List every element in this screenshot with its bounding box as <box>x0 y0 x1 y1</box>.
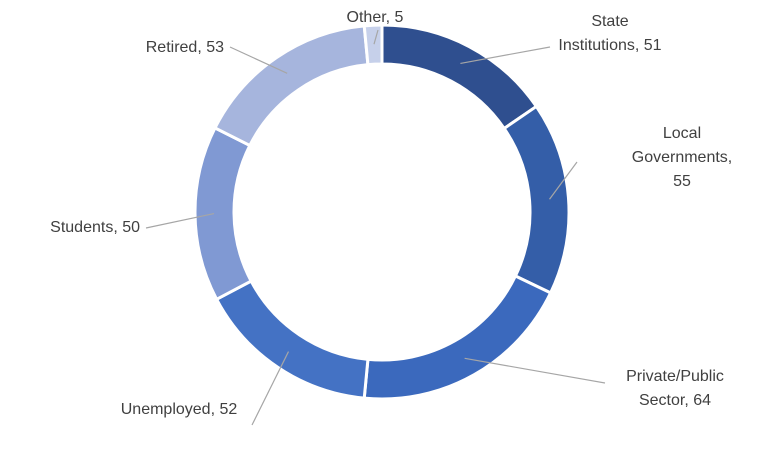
leader-line <box>464 357 606 384</box>
data-label: Local Governments, 55 <box>631 125 733 190</box>
data-label: Students, 50 <box>50 219 140 236</box>
data-label: Unemployed, 52 <box>120 401 238 418</box>
leader-line <box>549 161 578 200</box>
leader-line <box>460 46 551 65</box>
donut-slice <box>214 279 370 400</box>
data-label: State Institutions, 51 <box>558 13 662 54</box>
leader-line <box>251 351 290 426</box>
leader-line <box>145 213 215 229</box>
donut-slice <box>362 23 384 67</box>
data-label: Retired, 53 <box>145 39 224 56</box>
donut-slice <box>362 274 553 401</box>
leader-line <box>373 29 379 45</box>
donut-slice <box>380 23 539 131</box>
data-label: Other, 5 <box>346 9 404 26</box>
donut-slice <box>212 24 370 148</box>
leader-line <box>229 46 288 74</box>
data-label: Private/Public Sector, 64 <box>626 368 724 409</box>
donut-slice <box>193 125 254 302</box>
donut-slice <box>502 104 571 295</box>
